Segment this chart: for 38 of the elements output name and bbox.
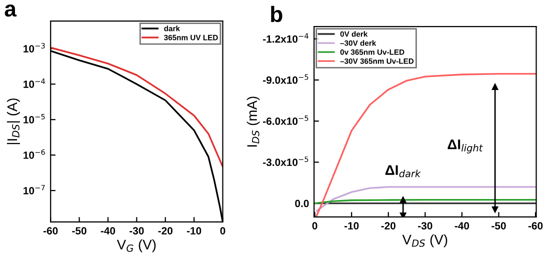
x-tick-label: 0 (220, 227, 226, 234)
x-axis-title: V$_{G}$ (V) (116, 239, 156, 252)
chart-title: b (271, 6, 282, 22)
y-tick-label: 10$^{−4}$ (24, 78, 45, 88)
y-tick-label: -3.0x10$^{−5}$ (263, 156, 308, 166)
y-tick-label: 10$^{−3}$ (24, 42, 45, 52)
x-tick-label: -10 (186, 227, 202, 234)
chart-title: a (4, 4, 17, 17)
annotation: ΔI$_{light}$ (448, 140, 483, 154)
y-axis-title: |I$_{DS}$| (A) (6, 98, 20, 144)
y-tick-label: -1.2x10$^{−4}$ (263, 33, 308, 43)
y-tick-label: 10$^{−6}$ (24, 149, 45, 159)
x-tick-label: -20 (381, 222, 396, 230)
point (400, 212, 406, 217)
point (492, 206, 498, 213)
x-tick-label: -40 (100, 227, 116, 234)
y-axis-title: I$_{DS}$ (mA) (246, 96, 260, 147)
y-tick-label: 10$^{−7}$ (24, 184, 45, 194)
line-series (50, 46, 223, 168)
x-tick-label: -20 (158, 227, 172, 234)
x-tick-label: -30 (130, 227, 144, 234)
point (400, 196, 406, 203)
x-tick-label: -40 (454, 222, 470, 230)
point (492, 84, 498, 90)
x-tick-label: -50 (72, 227, 86, 234)
line-series (316, 186, 536, 212)
annotation: ΔI$_{dark}$ (385, 165, 421, 178)
y-tick-label: 10$^{−5}$ (24, 114, 45, 124)
x-axis-title: V$_{DS}$ (V) (402, 234, 448, 248)
y-tick-label: -9.0x10$^{−5}$ (263, 74, 308, 84)
x-tick-label: -30 (418, 222, 432, 230)
x-tick-label: -60 (43, 227, 58, 234)
x-tick-label: 0 (312, 222, 318, 230)
y-tick-label: -6.0x10$^{−5}$ (263, 115, 308, 125)
x-tick-label: -50 (492, 222, 506, 230)
x-tick-label: -10 (344, 222, 359, 230)
y-tick-label: 0.0 (295, 200, 309, 208)
x-tick-label: -60 (528, 222, 543, 230)
